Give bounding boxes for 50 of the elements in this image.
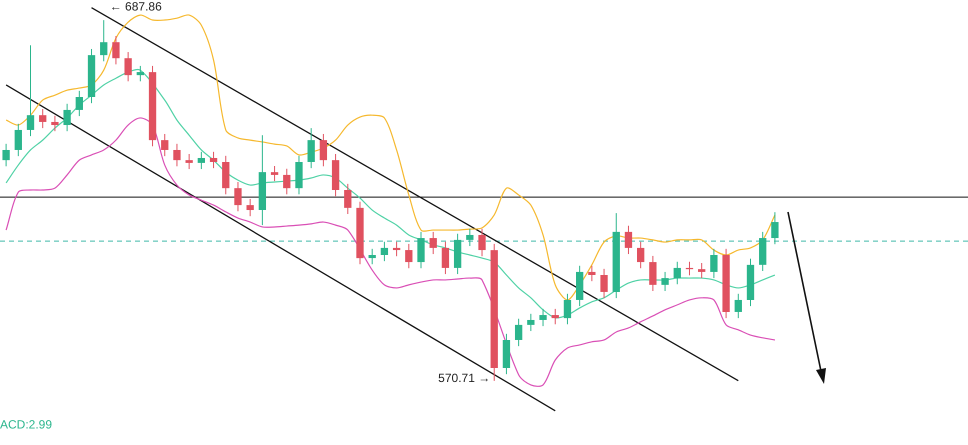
candlestick [161,133,168,157]
candlestick [674,261,681,285]
candlestick [39,108,46,129]
candlestick [320,133,328,167]
candlestick [539,308,547,327]
candlestick [100,20,108,62]
candlestick [63,103,71,132]
candlestick [380,241,388,262]
candlestick [124,52,132,82]
candlestick [136,65,144,82]
candlestick [185,153,193,170]
candlestick [588,265,596,282]
candlestick [552,308,559,325]
candlestick [405,243,412,269]
candlestick [527,313,534,332]
candlestick [734,293,742,319]
candlestick [112,36,120,65]
candlestick [564,293,572,325]
annotation: ← 687.86 [110,0,162,14]
candlestick [771,212,779,245]
candlestick [600,268,608,299]
candlestick [478,228,486,257]
candlestick [661,271,669,292]
candlestick [14,123,22,157]
candlestick [51,115,59,132]
candlestick [637,241,644,269]
candlestick [246,198,254,217]
annotation: 570.71 → [438,371,490,386]
candlestick [392,241,400,257]
candlestick [76,90,83,117]
candlestick [624,225,632,255]
candlestick [26,44,34,137]
candlestick [198,151,206,170]
candlestick [234,182,242,212]
candlestick [710,248,718,279]
candlestick [344,183,352,215]
candlestick [368,248,376,265]
candlestick [308,128,315,169]
candlestick [514,318,522,347]
candlestick [2,143,10,167]
candlestick [430,231,437,255]
candlestick [283,168,290,195]
candlestick [270,165,278,182]
candlestick [466,228,474,247]
candlestick [173,143,181,167]
annotation: ACD:2.99 [0,417,52,432]
candlestick [698,262,706,279]
candlestick [210,151,218,169]
candlestick [649,255,657,292]
candlestick [442,241,450,275]
